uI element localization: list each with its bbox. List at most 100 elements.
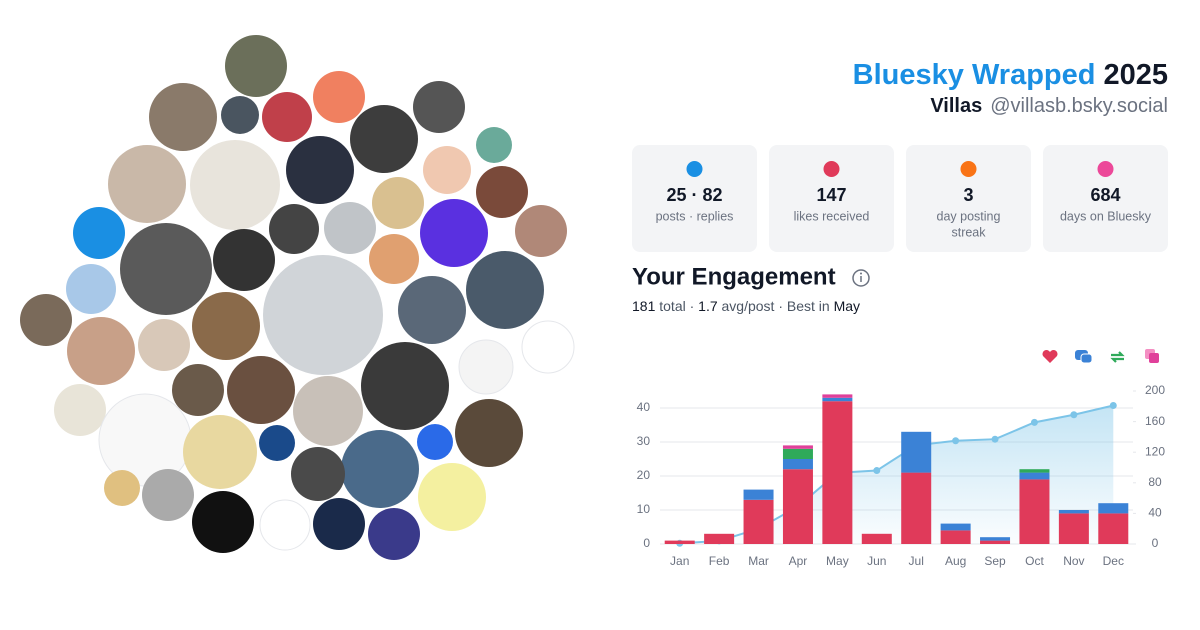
avatar	[259, 425, 295, 461]
avatar	[420, 199, 488, 267]
avatar	[213, 229, 275, 291]
bar	[1098, 503, 1129, 514]
bar	[1019, 469, 1050, 473]
y-tick-label: 30	[637, 434, 651, 448]
stat-label: likes received	[794, 209, 870, 223]
point	[1109, 402, 1117, 410]
avatar	[313, 498, 365, 550]
y2-tick-label: 120	[1145, 444, 1165, 458]
avatar	[369, 234, 419, 284]
avatar	[221, 96, 259, 134]
legend-replies	[1080, 353, 1093, 364]
title: Bluesky Wrapped 2025	[853, 59, 1168, 91]
x-tick-label: Aug	[945, 554, 966, 568]
best-month: May	[834, 298, 860, 314]
avatar	[269, 204, 319, 254]
bar	[822, 397, 853, 402]
avatar	[476, 127, 512, 163]
engagement-title: Your Engagement	[632, 263, 836, 290]
avatar	[192, 491, 254, 553]
stat-icon	[686, 161, 703, 177]
bar	[1098, 513, 1129, 544]
stat-label: posts · replies	[656, 209, 734, 223]
avatar	[263, 255, 383, 375]
info-icon-dot	[860, 272, 862, 275]
bar	[782, 445, 813, 449]
avatar	[104, 470, 140, 506]
y2-tick-label: 200	[1145, 383, 1165, 397]
avatar	[521, 320, 575, 374]
x-tick-label: Jan	[670, 554, 689, 568]
bar	[1019, 472, 1050, 480]
avatar	[341, 430, 419, 508]
title-brand: Bluesky Wrapped	[853, 59, 1096, 91]
avatar	[418, 463, 486, 531]
avatar	[54, 384, 106, 436]
avatar	[225, 35, 287, 97]
avatar	[73, 207, 125, 259]
x-tick-label: Jul	[909, 554, 924, 568]
avatar	[458, 339, 514, 395]
area	[679, 405, 1114, 544]
bar	[980, 540, 1011, 544]
avatar	[515, 205, 567, 257]
bar	[940, 530, 971, 544]
bar	[782, 459, 813, 470]
y2-tick-label: 40	[1148, 506, 1162, 520]
y-tick-label: 10	[637, 502, 651, 516]
bar	[901, 472, 932, 544]
bar	[782, 448, 813, 459]
avatar	[286, 136, 354, 204]
x-tick-label: Mar	[748, 554, 769, 568]
avatar	[476, 166, 528, 218]
point	[1070, 411, 1078, 419]
total: 181	[632, 298, 656, 314]
bar	[940, 523, 971, 531]
legend-quotes	[1149, 353, 1159, 363]
stat-label: days on Bluesky	[1060, 209, 1152, 223]
x-tick-label: Feb	[709, 554, 730, 568]
stat-icon	[1097, 161, 1114, 177]
point	[1030, 418, 1038, 426]
point	[952, 437, 960, 445]
avatar	[313, 71, 365, 123]
legend	[1042, 349, 1159, 364]
summary-text: avg/post · Best in	[718, 298, 834, 314]
avatar	[142, 469, 194, 521]
stat-value: 147	[816, 185, 846, 205]
stats: 25 · 82 posts · replies 147 likes received 3…	[632, 145, 1168, 252]
avatar	[466, 251, 544, 329]
avatar	[120, 223, 212, 315]
x-tick-label: Oct	[1025, 554, 1044, 568]
avatar	[350, 105, 418, 173]
user: Villas @villasb.bsky.social	[930, 95, 1168, 117]
avatar	[417, 424, 453, 460]
bar	[1058, 513, 1089, 544]
avatar	[108, 145, 186, 223]
stat-card	[769, 145, 894, 252]
y2-tick-label: 80	[1148, 475, 1162, 489]
point	[991, 435, 999, 443]
title-year: 2025	[1103, 59, 1168, 91]
avatar	[324, 202, 376, 254]
info-icon[interactable]	[852, 269, 870, 287]
stat-icon	[823, 161, 840, 177]
y2-tick-label: 0	[1152, 536, 1159, 550]
avatar-cloud	[20, 35, 575, 560]
point	[873, 467, 881, 475]
avatar	[262, 92, 312, 142]
bar	[901, 431, 932, 473]
avatar	[227, 356, 295, 424]
bar	[861, 533, 892, 544]
avatar	[423, 146, 471, 194]
bar	[1058, 510, 1089, 514]
bar	[664, 540, 695, 544]
stat-label: streak	[951, 225, 986, 239]
bar	[822, 401, 853, 544]
avatar	[149, 83, 217, 151]
bar	[1019, 479, 1050, 544]
avatar	[368, 508, 420, 560]
engagement-summary: 181 total · 1.7 avg/post · Best in May	[632, 298, 860, 314]
avatar	[138, 319, 190, 371]
